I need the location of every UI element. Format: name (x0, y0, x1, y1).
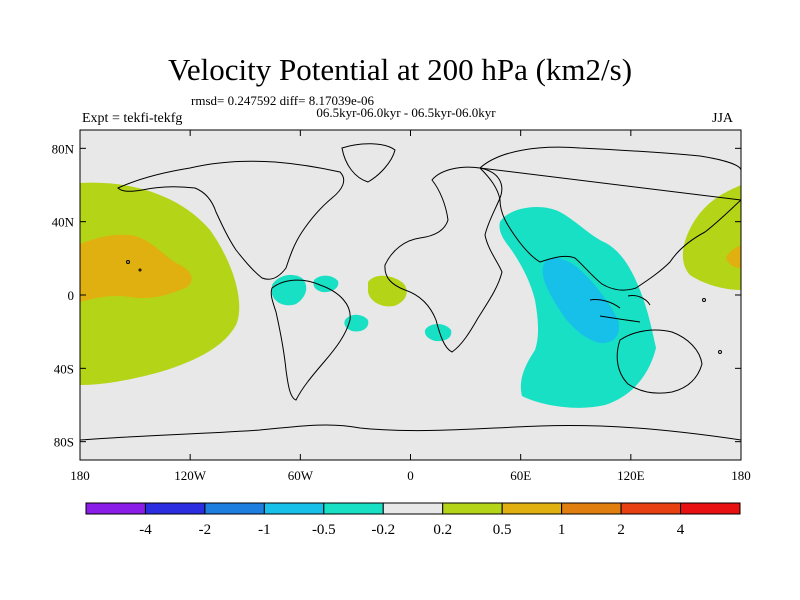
x-tick-label: 180 (731, 468, 751, 483)
region-west-pacific-core (726, 245, 741, 268)
x-tick-label: 0 (407, 468, 414, 483)
axis-group: 180 120W 60W 0 60E 120E 180 80N 40N 0 40S 80S (52, 130, 751, 483)
colorbar-label: 0.5 (493, 522, 512, 538)
y-tick-label: 80S (54, 435, 74, 450)
coast-europe-africa (384, 166, 503, 353)
island-dot (718, 350, 722, 354)
region-amazon-negative-2 (313, 275, 339, 293)
colorbar-label: -0.5 (312, 522, 336, 538)
coast-australia (616, 329, 703, 394)
y-tick-label: 40S (54, 361, 74, 376)
x-tick-label: 60E (510, 468, 531, 483)
region-southern-africa-negative (424, 324, 452, 342)
region-maritime-continent-core (542, 258, 620, 344)
colorbar-label: -4 (139, 522, 152, 538)
experiment-label: Expt = tekfi-tekfg (82, 111, 183, 126)
region-tropical-atlantic-positive (368, 275, 407, 307)
colorbar-label: -2 (199, 522, 212, 538)
colorbar-swatch (561, 502, 622, 515)
colorbar-label: -1 (258, 522, 271, 538)
coast-antarctica (80, 424, 741, 441)
y-tick-label: 40N (52, 215, 75, 230)
colorbar-label: 0.2 (433, 522, 452, 538)
region-central-pacific-core (80, 234, 192, 302)
colorbar: -4 -2 -1 -0.5 -0.2 0.2 0.5 1 2 4 (85, 502, 741, 538)
stats-label: rmsd= 0.247592 diff= 8.17039e-06 (191, 93, 375, 108)
colorbar-swatch (263, 502, 325, 515)
colorbar-swatch (442, 502, 503, 515)
coast-north-america (117, 160, 345, 280)
region-west-pacific-positive (682, 185, 741, 290)
colorbar-swatch (382, 502, 444, 515)
coast-maritime-islands (589, 295, 651, 323)
colorbar-label: 2 (617, 522, 625, 538)
island-dot (138, 268, 142, 272)
coastlines (80, 143, 741, 441)
colorbar-label: 1 (558, 522, 566, 538)
colorbar-swatch (204, 502, 265, 515)
colorbar-label: 4 (677, 522, 685, 538)
colorbar-swatch (144, 502, 206, 515)
x-tick-label: 120W (174, 468, 207, 483)
colorbar-swatch (85, 502, 146, 515)
coast-asia (478, 146, 741, 291)
chart-title: Velocity Potential at 200 hPa (km2/s) (167, 52, 633, 87)
colorbar-swatch (680, 502, 741, 515)
period-label: 06.5kyr-06.0kyr - 06.5kyr-06.0kyr (316, 105, 496, 120)
x-tick-label: 180 (70, 468, 90, 483)
x-tick-label: 120E (617, 468, 645, 483)
region-amazon-negative (272, 274, 307, 306)
region-south-atlantic-negative (344, 314, 369, 332)
y-tick-label: 0 (68, 288, 75, 303)
season-label: JJA (712, 111, 734, 126)
colorbar-swatch (620, 502, 682, 515)
x-tick-label: 60W (288, 468, 314, 483)
y-tick-label: 80N (52, 141, 75, 156)
colorbar-label: -0.2 (371, 522, 395, 538)
colorbar-swatch (323, 502, 384, 515)
island-dot (702, 298, 706, 302)
island-dot (126, 260, 130, 264)
coast-south-america (270, 279, 351, 401)
coast-greenland (341, 143, 396, 183)
colorbar-swatch (501, 502, 563, 515)
